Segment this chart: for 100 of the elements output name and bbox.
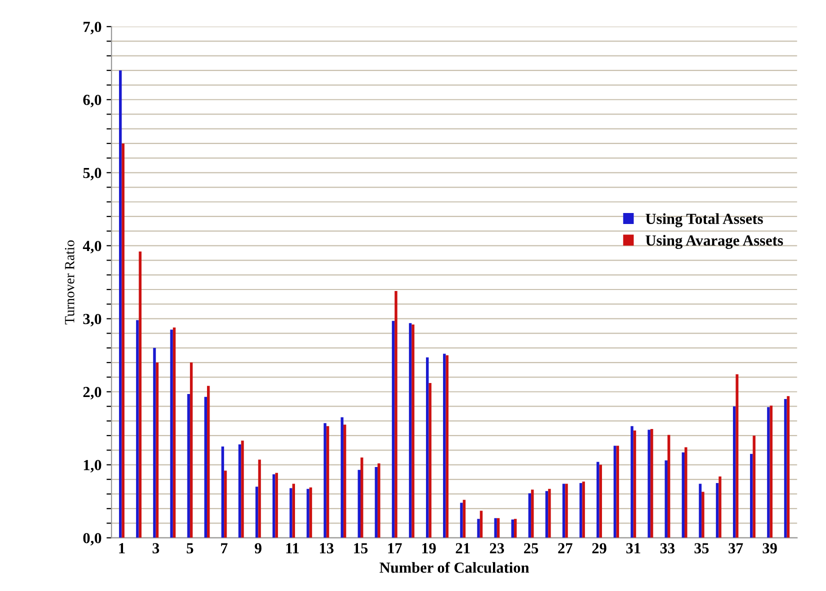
bar	[528, 493, 532, 538]
bar	[511, 520, 514, 538]
bar	[664, 460, 668, 538]
y-axis-title: Turnover Ratio	[64, 240, 74, 324]
bar	[221, 446, 224, 538]
bar	[494, 518, 497, 538]
bar	[784, 399, 787, 538]
bar	[736, 374, 738, 538]
bar	[460, 502, 463, 538]
bar	[633, 430, 636, 538]
bar	[426, 357, 429, 538]
bar	[340, 417, 344, 538]
x-tick-label: 5	[186, 543, 194, 554]
bar	[241, 440, 244, 538]
bar	[732, 406, 736, 538]
bar	[702, 492, 704, 538]
x-tick-label: 35	[694, 543, 709, 554]
bar	[324, 423, 326, 538]
bar	[565, 484, 568, 538]
bar	[667, 434, 670, 538]
bar	[190, 362, 193, 538]
bar	[392, 320, 395, 538]
bar	[596, 462, 600, 538]
x-tick-label: 13	[320, 543, 334, 554]
bar	[119, 70, 122, 538]
bar	[224, 470, 227, 538]
bar	[309, 487, 312, 538]
y-tick-label: 1,0	[84, 460, 102, 472]
x-tick-label: 31	[626, 543, 640, 554]
bar	[255, 486, 258, 538]
x-tick-label: 11	[286, 543, 299, 554]
bar	[443, 354, 446, 538]
legend-label: Using Avarage Assets	[646, 234, 783, 249]
bar	[172, 327, 176, 538]
y-tick-label: 3,0	[83, 314, 102, 326]
bar	[343, 424, 346, 538]
x-tick-label: 37	[728, 543, 743, 554]
bar	[767, 407, 770, 538]
bar	[579, 483, 582, 538]
y-tick-label: 2,0	[83, 386, 102, 400]
bar	[548, 488, 551, 538]
bar	[207, 386, 210, 538]
y-tick-label: 7,0	[84, 22, 102, 34]
legend-label: Using Total Assets	[646, 213, 763, 228]
bar	[272, 474, 276, 538]
x-tick-label: 1	[119, 543, 125, 554]
bar	[238, 444, 242, 538]
bar	[650, 428, 654, 538]
x-tick-label: 3	[152, 543, 160, 554]
bar	[614, 446, 616, 538]
bar	[204, 396, 208, 538]
bar	[412, 324, 414, 538]
bar	[682, 452, 685, 538]
bar	[292, 484, 296, 538]
bar	[122, 143, 124, 538]
bar	[599, 464, 602, 538]
bar	[290, 488, 292, 538]
bar	[326, 426, 330, 538]
bar	[374, 466, 378, 538]
bar	[394, 290, 398, 538]
bar	[358, 470, 360, 538]
x-tick-label: 39	[762, 543, 777, 554]
bar	[480, 510, 483, 538]
bar	[496, 518, 500, 538]
x-tick-label: 25	[524, 543, 538, 554]
x-tick-label: 15	[354, 543, 368, 554]
x-axis-title: Number of Calculation	[380, 562, 530, 573]
bar	[408, 323, 412, 538]
bar	[156, 362, 159, 538]
bar	[545, 491, 548, 538]
bar	[170, 330, 173, 538]
bar	[582, 482, 585, 538]
bar	[630, 426, 634, 538]
bar	[258, 460, 261, 538]
y-tick-label: 0,0	[83, 532, 102, 546]
bar	[446, 355, 448, 538]
bar	[138, 252, 142, 538]
x-tick-label: 27	[558, 543, 572, 554]
x-tick-label: 29	[592, 543, 606, 554]
bar	[136, 320, 139, 538]
bar	[275, 472, 278, 538]
bar	[306, 488, 310, 538]
bar	[360, 457, 364, 538]
x-tick-label: 33	[660, 543, 675, 554]
x-tick-label: 7	[221, 543, 228, 554]
bar	[684, 447, 688, 538]
bar	[477, 518, 480, 538]
bar	[616, 446, 620, 538]
bar	[378, 463, 380, 538]
y-tick-label: 4,0	[82, 240, 102, 254]
bar	[770, 406, 773, 538]
bar	[462, 500, 466, 538]
bar	[153, 348, 156, 538]
bar	[698, 484, 702, 538]
bar	[187, 394, 190, 538]
bar	[428, 382, 432, 538]
bar	[750, 454, 753, 538]
x-tick-label: 9	[254, 543, 262, 554]
x-tick-label: 17	[388, 543, 402, 554]
bar	[716, 483, 719, 538]
